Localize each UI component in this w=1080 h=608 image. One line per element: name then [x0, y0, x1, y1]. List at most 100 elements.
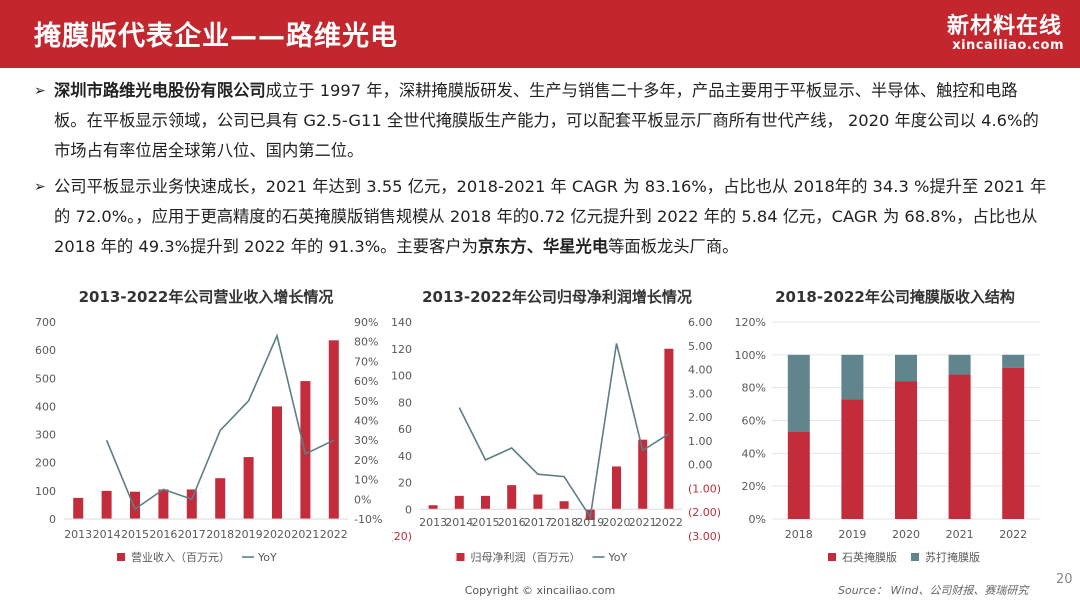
bar-2021 — [300, 381, 311, 519]
legend-label: YoY — [608, 551, 628, 564]
revenue-chart-svg: 0 100 200 300 400 500 600 700 -10% 0% 10% 20% 30% 40%… — [35, 316, 382, 564]
bullet-arrow-icon: ➢ — [34, 179, 46, 195]
x-tick-label: 2019 — [838, 528, 866, 541]
bar-2018-0 — [787, 431, 810, 519]
bar-2013 — [73, 497, 84, 519]
bar-2018 — [559, 501, 569, 510]
bar-2019 — [243, 457, 254, 519]
chart-title: 2013-2022年公司归母净利润增长情况 — [422, 288, 692, 306]
x-tick-label: 2020 — [892, 528, 920, 541]
bar-2016 — [507, 485, 517, 510]
x-tick-label: 2021 — [629, 516, 657, 529]
y-tick-label: 80 — [398, 396, 412, 409]
x-tick-label: 2015 — [472, 516, 500, 529]
y2-tick-label: 20% — [354, 454, 378, 467]
y2-tick-label: 2.00 — [688, 411, 713, 424]
y-tick-label: 600 — [35, 344, 56, 357]
revenue-chart: 2013-2022年公司营业收入增长情况 0 100 200 300 400 500 600… — [20, 286, 392, 572]
y-tick-label: 40 — [398, 450, 412, 463]
bar-2022-0 — [1002, 367, 1025, 519]
header-bar: 掩膜版代表企业——路维光电 新材料在线 xincailiao.com — [0, 0, 1080, 68]
legend-swatch — [828, 553, 836, 561]
paragraph-text: 成立于 1997 年，深耕掩膜版研发、生产与销售二十多年，产品主要用于平板显示、… — [54, 81, 1039, 160]
y-tick-label: (20) — [392, 530, 412, 543]
legend-label: 营业收入（百万元） — [131, 550, 230, 564]
net-profit-chart: 2013-2022年公司归母净利润增长情况 (20) 0 20 40 60 80 100 12… — [389, 286, 722, 572]
legend-swatch — [911, 553, 919, 561]
y2-tick-label: 90% — [354, 316, 378, 329]
bar-2021-1 — [948, 354, 971, 375]
revenue-structure-chart-svg: 0% 20% 40% 60% 80% 100% 120% 2018 2019 2020 2021 20… — [735, 316, 1040, 564]
y2-tick-label: 10% — [354, 474, 378, 487]
bar-2017 — [186, 489, 197, 519]
y2-tick-label: 6.00 — [688, 316, 713, 329]
bar-2016 — [158, 489, 169, 519]
y2-tick-label: 40% — [354, 415, 378, 428]
x-tick-label: 2015 — [121, 528, 149, 541]
y-tick-label: 0 — [405, 503, 412, 516]
x-tick-label: 2020 — [603, 516, 631, 529]
bar-2021-0 — [948, 374, 971, 519]
y-tick-label: 120% — [735, 316, 766, 329]
bar-2021 — [638, 439, 648, 510]
paragraph-text: 等面板龙头厂商。 — [608, 237, 739, 256]
x-tick-label: 2013 — [419, 516, 447, 529]
bar-2022 — [664, 348, 674, 510]
bar-2015 — [481, 495, 490, 510]
page-number: 20 — [1056, 572, 1073, 587]
y2-tick-label: -10% — [354, 513, 382, 526]
x-tick-label: 2022 — [999, 528, 1027, 541]
y-tick-label: 300 — [35, 429, 56, 442]
brand-logo-text: 新材料在线 — [946, 14, 1062, 39]
key-customers: 京东方、华星光电 — [477, 237, 609, 256]
y-tick-label: 40% — [742, 447, 766, 460]
legend-label: 石英掩膜版 — [842, 550, 897, 564]
x-tick-label: 2016 — [149, 528, 177, 541]
bar-2014 — [454, 495, 464, 510]
y-tick-label: 100% — [735, 349, 766, 362]
y2-tick-label: 1.00 — [688, 435, 713, 448]
y2-tick-label: (1.00) — [688, 482, 721, 495]
y-tick-label: 0% — [749, 513, 766, 526]
y2-tick-label: 0.00 — [688, 459, 713, 472]
x-tick-label: 2022 — [320, 528, 348, 541]
y2-tick-label: 0% — [354, 493, 371, 506]
yoy-line — [458, 343, 670, 520]
y-tick-label: 400 — [35, 400, 56, 413]
brand-logo-url: xincailiao.com — [952, 38, 1064, 53]
y2-tick-label: 70% — [354, 355, 378, 368]
x-tick-label: 2017 — [524, 516, 552, 529]
page-title: 掩膜版代表企业——路维光电 — [34, 21, 398, 52]
y-tick-label: 60 — [398, 423, 412, 436]
x-tick-label: 2014 — [445, 516, 473, 529]
revenue-structure-chart: 2018-2022年公司掩膜版收入结构 0% 20% 40% 60% 80% 100% 12… — [730, 286, 1060, 572]
bar-2020-1 — [895, 354, 917, 382]
y2-tick-label: 5.00 — [688, 340, 713, 353]
y2-tick-label: 30% — [354, 434, 378, 447]
bar-2019-1 — [841, 354, 864, 400]
x-tick-label: 2022 — [655, 516, 683, 529]
x-tick-label: 2013 — [64, 528, 92, 541]
y2-tick-label: 4.00 — [688, 364, 713, 377]
y-tick-label: 0 — [49, 513, 56, 526]
legend-label: 归母净利润（百万元） — [471, 550, 581, 564]
y2-tick-label: (2.00) — [688, 506, 721, 519]
y-tick-label: 100 — [35, 485, 56, 498]
yoy-line — [105, 333, 335, 511]
chart-title: 2013-2022年公司营业收入增长情况 — [78, 288, 334, 306]
x-tick-label: 2017 — [178, 528, 206, 541]
x-tick-label: 2019 — [235, 528, 263, 541]
paragraph-business-growth: ➢ 公司平板显示业务快速成长，2021 年达到 3.55 亿元，2018-202… — [34, 172, 1050, 262]
y-tick-label: 20 — [398, 477, 412, 490]
paragraph-company-intro: ➢ 深圳市路维光电股份有限公司成立于 1997 年，深耕掩膜版研发、生产与销售二… — [34, 76, 1050, 166]
x-tick-label: 2020 — [263, 528, 291, 541]
bar-2022 — [328, 340, 339, 519]
bar-2018 — [215, 478, 226, 519]
company-name: 深圳市路维光电股份有限公司 — [54, 81, 266, 100]
copyright-text: Copyright © xincailiao.com — [464, 584, 616, 597]
x-tick-label: 2021 — [946, 528, 974, 541]
y-tick-label: 100 — [392, 370, 412, 383]
bullet-arrow-icon: ➢ — [34, 83, 46, 99]
bar-2018-1 — [787, 354, 810, 432]
legend-label: YoY — [257, 551, 277, 564]
